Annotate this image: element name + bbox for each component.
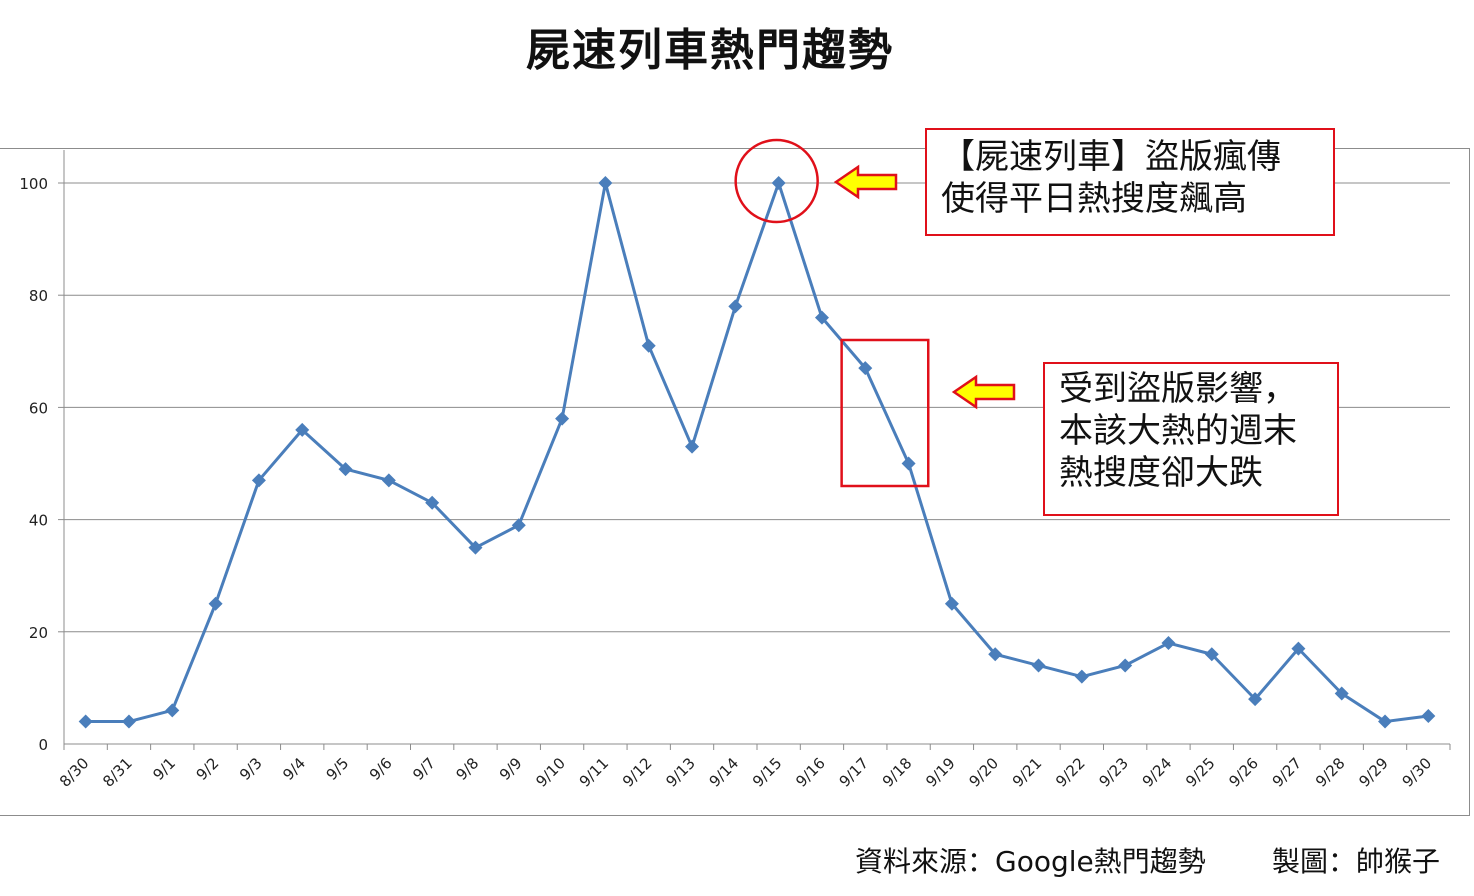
- data-point: [251, 473, 266, 488]
- chart-maker-label: 製圖：帥猴子: [1272, 845, 1441, 878]
- data-point: [1421, 708, 1436, 723]
- x-tick-label: 9/15: [749, 754, 786, 791]
- data-point: [165, 703, 180, 718]
- data-point: [1031, 658, 1046, 673]
- x-tick-label: 9/18: [879, 754, 916, 791]
- x-tick-label: 9/3: [236, 754, 266, 784]
- left-arrow-icon: [951, 374, 1016, 410]
- data-point: [1248, 692, 1263, 707]
- x-tick-label: 9/1: [149, 754, 179, 784]
- data-point: [641, 338, 656, 353]
- data-point: [1161, 636, 1176, 651]
- x-tick-label: 9/23: [1095, 754, 1132, 791]
- x-tick-label: 9/14: [706, 754, 743, 791]
- x-tick-label: 9/24: [1139, 754, 1176, 791]
- x-tick-label: 9/10: [532, 754, 569, 791]
- annotation-line: 受到盜版影響，: [1059, 369, 1297, 409]
- highlight-rectangle: [840, 338, 930, 488]
- data-point: [1118, 658, 1133, 673]
- data-point: [685, 439, 700, 454]
- data-point: [468, 540, 483, 555]
- x-tick-label: 9/6: [366, 754, 396, 784]
- data-point: [511, 518, 526, 533]
- annotation-line: 熱搜度卻大跌: [1059, 453, 1263, 493]
- highlight-shapes: [734, 138, 930, 488]
- series-line: [85, 181, 1429, 724]
- x-tick-label: 9/2: [193, 754, 223, 784]
- annotation-box-weekend-drop: 受到盜版影響， 本該大熱的週末 熱搜度卻大跌: [1043, 362, 1339, 516]
- y-tick-labels: 0 20 40 60 80 100: [19, 175, 48, 754]
- x-tick-label: 9/29: [1355, 754, 1392, 791]
- data-point: [78, 714, 93, 729]
- data-point: [1378, 714, 1393, 729]
- y-tick-label: 80: [29, 287, 48, 305]
- series-line-layer: [85, 181, 1429, 724]
- data-point: [858, 361, 873, 376]
- data-point: [425, 495, 440, 510]
- data-point: [208, 596, 223, 611]
- data-point: [944, 596, 959, 611]
- series-markers: [78, 176, 1436, 729]
- x-tick-label: 8/31: [99, 754, 136, 791]
- y-tick-label: 40: [29, 512, 48, 530]
- data-point: [121, 714, 136, 729]
- data-point: [1291, 641, 1306, 656]
- y-tick-label: 100: [19, 175, 48, 193]
- data-point: [295, 422, 310, 437]
- x-tick-label: 9/9: [496, 754, 526, 784]
- y-tick-label: 20: [29, 624, 48, 642]
- data-point: [381, 473, 396, 488]
- data-point: [598, 176, 613, 190]
- annotation-line: 使得平日熱搜度飆高: [941, 179, 1247, 219]
- chart-frame: [0, 148, 1470, 816]
- data-point: [1334, 686, 1349, 701]
- annotation-box-piracy: 【屍速列車】盜版瘋傳 使得平日熱搜度飆高: [925, 128, 1335, 236]
- x-tick-label: 9/8: [452, 754, 482, 784]
- data-point: [814, 310, 829, 325]
- axes: [58, 150, 1451, 750]
- x-tick-label: 9/7: [409, 754, 439, 784]
- x-tick-label: 9/17: [836, 754, 873, 791]
- x-tick-label: 9/13: [662, 754, 699, 791]
- x-tick-label: 9/28: [1312, 754, 1349, 791]
- left-arrow-icon: [833, 164, 898, 200]
- data-source-label: 資料來源：Google熱門趨勢: [855, 845, 1206, 878]
- x-tick-label: 9/20: [965, 754, 1002, 791]
- x-tick-label: 9/30: [1399, 754, 1436, 791]
- arrows: [833, 164, 1016, 410]
- highlight-circle: [734, 138, 819, 224]
- data-point: [988, 647, 1003, 662]
- data-point: [555, 411, 570, 426]
- x-tick-label: 9/12: [619, 754, 656, 791]
- x-tick-labels: 8/30 8/31 9/1 9/2 9/3 9/4 9/5 9/6 9/7 9/8 9/9 9/10 9…: [56, 754, 1435, 791]
- x-tick-label: 9/16: [792, 754, 829, 791]
- x-tick-label: 8/30: [56, 754, 93, 791]
- x-tick-label: 9/25: [1182, 754, 1219, 791]
- chart-title: 屍速列車熱門趨勢: [526, 25, 894, 76]
- x-tick-label: 9/11: [576, 754, 613, 791]
- annotation-line: 【屍速列車】盜版瘋傳: [941, 137, 1281, 177]
- data-point: [901, 456, 916, 471]
- data-point: [771, 176, 786, 190]
- y-tick-label: 60: [29, 399, 48, 417]
- x-tick-label: 9/5: [323, 754, 353, 784]
- x-tick-label: 9/19: [922, 754, 959, 791]
- x-tick-label: 9/22: [1052, 754, 1089, 791]
- annotation-line: 本該大熱的週末: [1059, 411, 1297, 451]
- x-tick-label: 9/21: [1009, 754, 1046, 791]
- y-tick-label: 0: [38, 736, 48, 754]
- data-point: [1074, 669, 1089, 684]
- data-point: [1204, 647, 1219, 662]
- x-tick-label: 9/27: [1269, 754, 1306, 791]
- x-tick-label: 9/26: [1225, 754, 1262, 791]
- x-tick-label: 9/4: [279, 754, 309, 784]
- data-point: [338, 462, 353, 477]
- data-point: [728, 299, 743, 314]
